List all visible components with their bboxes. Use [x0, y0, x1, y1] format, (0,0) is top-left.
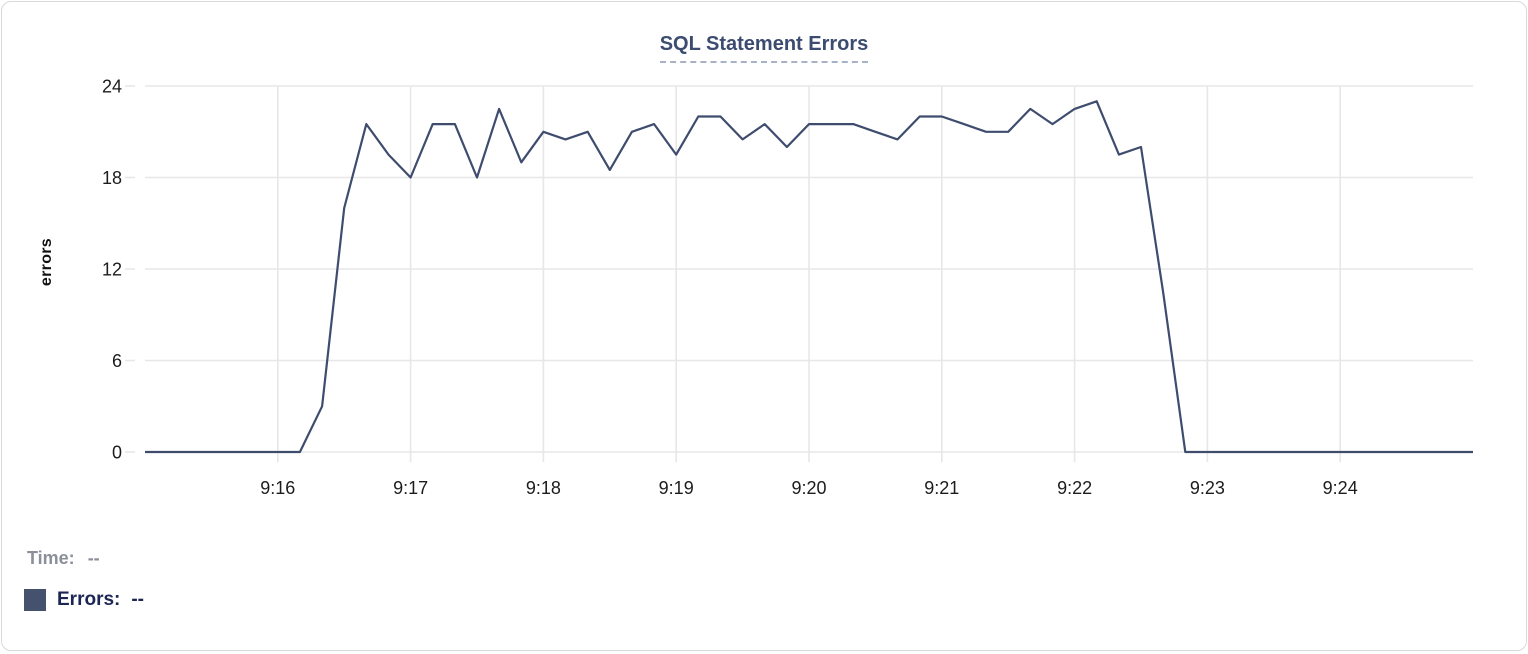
legend-errors-row[interactable]: Errors: --: [24, 589, 144, 611]
legend-errors-label: Errors:: [57, 589, 121, 610]
x-tick-label: 9:21: [924, 478, 959, 498]
x-tick-label: 9:23: [1190, 478, 1225, 498]
chart-header: SQL Statement Errors: [2, 33, 1526, 63]
chart-legend: Time: -- Errors: --: [24, 547, 144, 611]
legend-time-value: --: [87, 547, 100, 568]
legend-errors-value: --: [131, 589, 145, 610]
legend-time-label: Time:: [27, 547, 75, 568]
y-tick-label: 18: [102, 168, 122, 188]
x-tick-label: 9:22: [1057, 478, 1092, 498]
x-tick-label: 9:18: [526, 478, 561, 498]
x-tick-label: 9:16: [260, 478, 295, 498]
y-tick-label: 12: [102, 260, 122, 280]
chart-title[interactable]: SQL Statement Errors: [659, 33, 869, 63]
y-tick-label: 6: [112, 351, 122, 371]
x-tick-label: 9:17: [393, 478, 428, 498]
x-tick-label: 9:20: [791, 478, 826, 498]
errors-series-line: [145, 100, 1473, 454]
legend-time-row: Time: --: [24, 547, 144, 569]
y-tick-label: 0: [112, 443, 122, 463]
y-tick-label: 24: [102, 77, 122, 97]
x-tick-label: 9:19: [659, 478, 694, 498]
errors-series-swatch: [24, 589, 46, 611]
x-tick-label: 9:24: [1323, 478, 1358, 498]
